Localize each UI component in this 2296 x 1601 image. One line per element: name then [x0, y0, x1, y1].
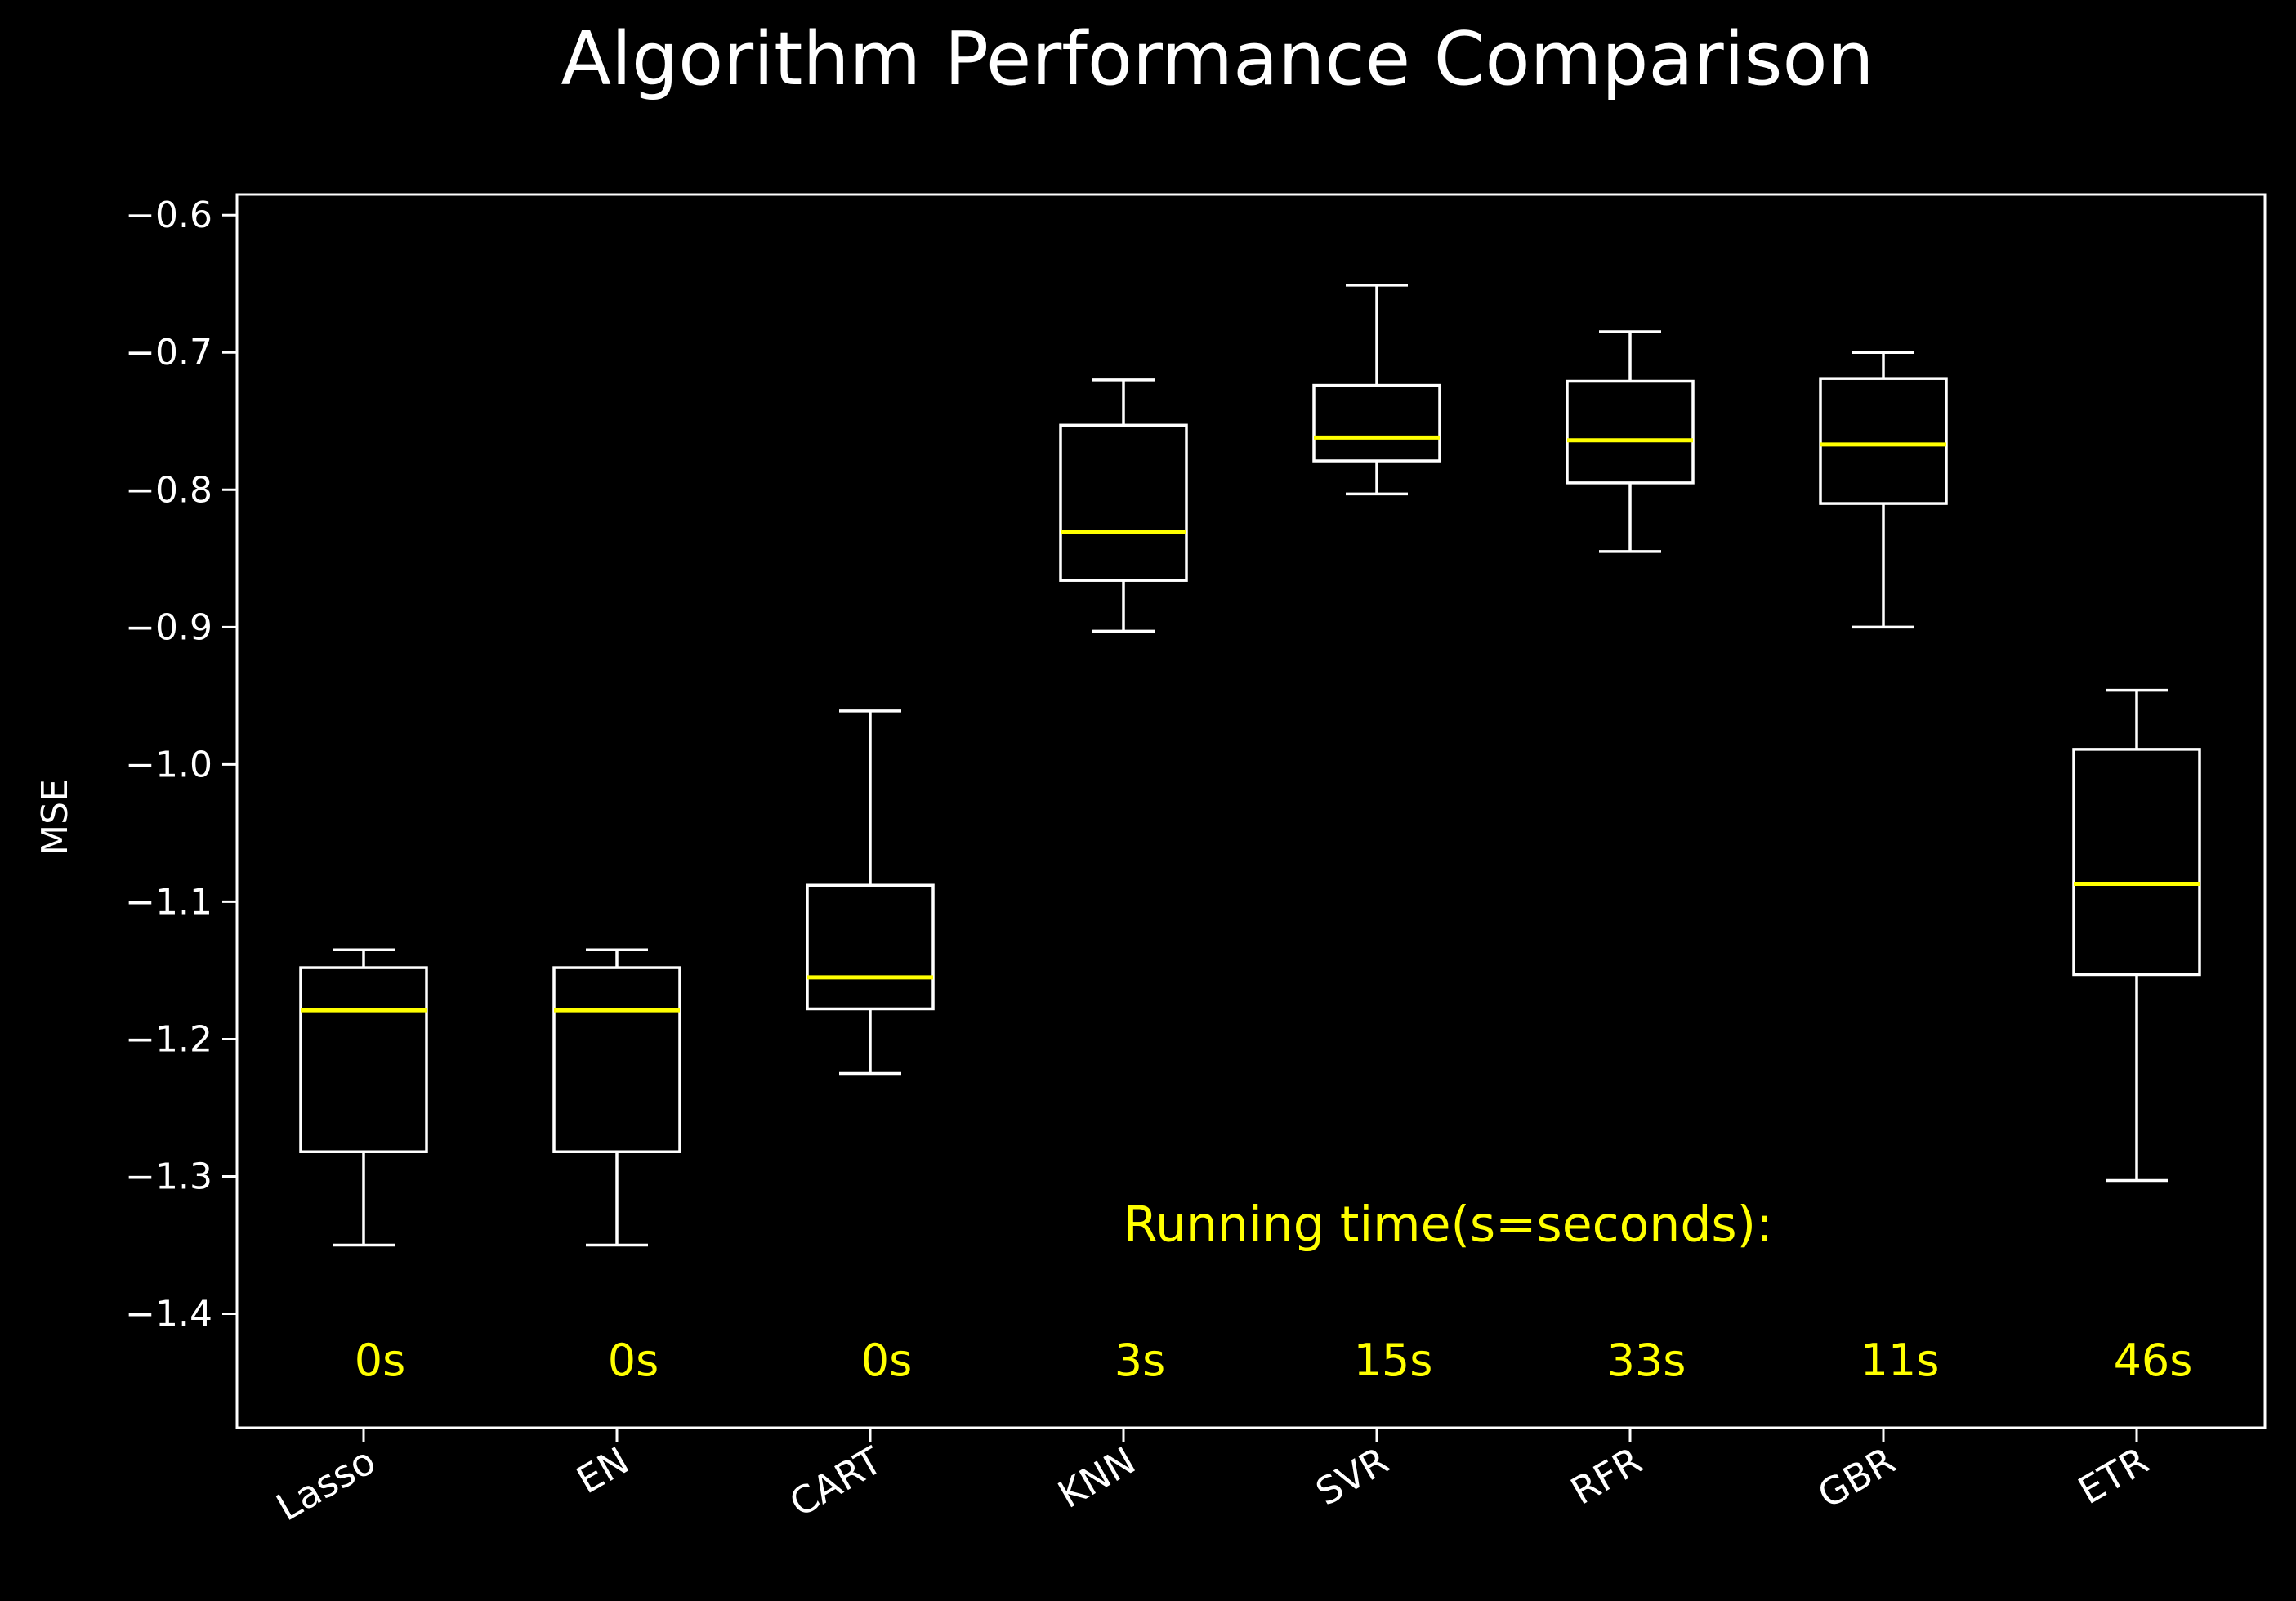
box-series: [299, 284, 2201, 1247]
iqr-box: [1819, 377, 1948, 505]
running-time-label: 0s: [608, 1335, 659, 1386]
iqr-box: [806, 883, 935, 1011]
iqr-box: [299, 966, 428, 1153]
iqr-box: [1312, 383, 1441, 463]
y-tick-label: −1.1: [125, 881, 212, 923]
iqr-box: [1059, 423, 1188, 582]
y-tick-label: −1.3: [125, 1156, 212, 1197]
chart-title: Algorithm Performance Comparison: [561, 16, 1874, 102]
y-tick-label: −0.6: [125, 195, 212, 236]
box-knn: [1059, 378, 1188, 633]
running-time-label: 0s: [355, 1335, 406, 1386]
running-time-annotation: Running time(s=seconds):: [1123, 1196, 1772, 1253]
running-time-label: 11s: [1860, 1335, 1940, 1386]
box-lasso: [299, 948, 428, 1247]
running-time-label: 46s: [2114, 1335, 2193, 1386]
running-time-label: 15s: [1354, 1335, 1433, 1386]
iqr-box: [552, 966, 681, 1153]
iqr-box: [2072, 748, 2201, 977]
box-gbr: [1819, 351, 1948, 629]
y-tick-label: −1.4: [125, 1294, 212, 1335]
y-tick-label: −0.7: [125, 332, 212, 373]
box-cart: [806, 709, 935, 1076]
plot-area-frame: [235, 193, 2267, 1429]
y-axis: −0.6 −0.7 −0.8 −0.9 −1.0 −1.1 −1.2 −1.3 −1.4: [125, 195, 237, 1335]
y-axis-label: MSE: [34, 779, 76, 856]
running-time-label: 33s: [1607, 1335, 1686, 1386]
box-svr: [1312, 284, 1441, 496]
box-etr: [2072, 688, 2201, 1183]
running-time-label: 3s: [1114, 1335, 1166, 1386]
y-tick-label: −0.8: [125, 469, 212, 511]
box-rfr: [1566, 330, 1695, 553]
running-time-labels: 0s 0s 0s 3s 15s 33s 11s 46s: [355, 1335, 2193, 1386]
box-en: [552, 948, 681, 1247]
iqr-box: [1566, 379, 1695, 485]
y-tick-label: −1.2: [125, 1018, 212, 1060]
y-tick-label: −0.9: [125, 606, 212, 648]
y-tick-label: −1.0: [125, 744, 212, 785]
running-time-label: 0s: [861, 1335, 913, 1386]
